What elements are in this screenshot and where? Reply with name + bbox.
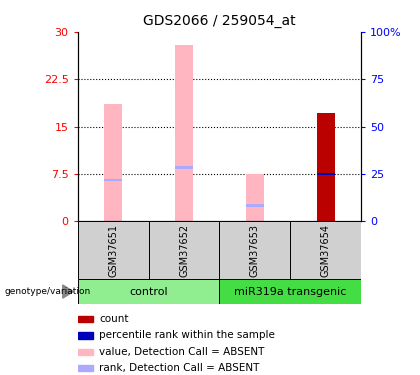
Text: GSM37651: GSM37651 [108,224,118,277]
Bar [317,112,335,221]
Text: miR319a transgenic: miR319a transgenic [234,286,346,297]
Title: GDS2066 / 259054_at: GDS2066 / 259054_at [143,14,296,28]
Polygon shape [63,285,74,298]
Bar [78,332,93,339]
Text: control: control [129,286,168,297]
Bar [78,365,93,372]
Bar [220,279,361,304]
Bar [104,179,122,182]
Bar [246,174,264,221]
Text: rank, Detection Call = ABSENT: rank, Detection Call = ABSENT [99,363,259,373]
Text: count: count [99,314,129,324]
Bar [104,105,122,221]
Bar [78,221,149,279]
Text: GSM37653: GSM37653 [250,224,260,277]
Bar [78,348,93,355]
Bar [317,173,335,175]
Text: GSM37652: GSM37652 [179,224,189,277]
Bar [220,221,290,279]
Text: genotype/variation: genotype/variation [4,287,90,296]
Bar [149,221,220,279]
Text: GSM37654: GSM37654 [321,224,331,277]
Bar [317,173,335,175]
Bar [290,221,361,279]
Bar [78,279,220,304]
Bar [78,316,93,322]
Text: percentile rank within the sample: percentile rank within the sample [99,330,275,340]
Bar [246,204,264,207]
Bar [317,112,335,221]
Text: value, Detection Call = ABSENT: value, Detection Call = ABSENT [99,347,264,357]
Bar [175,45,193,221]
Bar [175,166,193,169]
